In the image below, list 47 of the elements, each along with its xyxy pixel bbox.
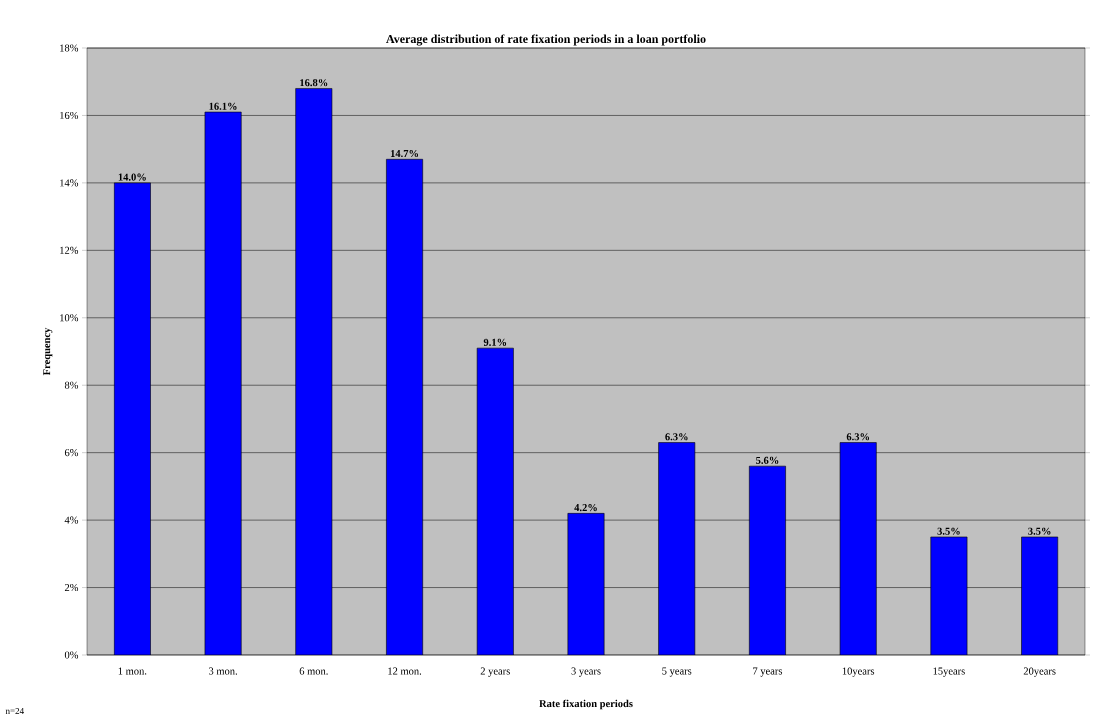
bar — [839, 442, 877, 655]
data-label: 3.5% — [937, 527, 960, 535]
y-tick-label: 6% — [64, 449, 79, 457]
x-tick-label: 3 mon. — [209, 667, 237, 675]
x-tick-label: 3 years — [571, 667, 601, 677]
bar — [386, 158, 423, 655]
data-label: 16.8% — [300, 79, 328, 87]
x-tick-label: 1 mon. — [118, 667, 147, 675]
bar — [204, 111, 242, 655]
y-tick-label: 14% — [60, 179, 79, 187]
x-tick-label: 2 years — [480, 667, 510, 677]
x-tick-label: 20years — [1023, 667, 1056, 677]
bar — [749, 465, 786, 655]
bar — [658, 442, 696, 655]
data-label: 16.1% — [209, 102, 237, 110]
data-label: 5.6% — [756, 456, 779, 464]
y-axis-title: Frequency — [43, 327, 53, 376]
x-tick-label: 6 mon. — [299, 667, 328, 675]
bar — [930, 536, 968, 655]
bar — [476, 347, 514, 655]
x-tick-label: 7 years — [753, 667, 783, 677]
y-tick-label: 12% — [60, 246, 79, 254]
y-tick-label: 16% — [60, 111, 79, 119]
x-tick-label: 15years — [933, 667, 965, 677]
text: n=24 — [5, 708, 24, 714]
chart-title: Average distribution of rate fixation periods in a loan portfolio — [386, 34, 706, 46]
x-tick-label: 12 mon. — [388, 667, 422, 675]
y-tick-label: 0% — [64, 651, 79, 659]
data-label: 4.2% — [574, 504, 597, 512]
bar — [1021, 536, 1059, 655]
data-label: 3.5% — [1028, 527, 1051, 535]
bar — [295, 88, 333, 655]
y-tick-label: 18% — [60, 44, 79, 52]
x-tick-label: 5 years — [662, 667, 692, 677]
data-label: 14.7% — [390, 149, 418, 158]
data-label: 9.1% — [483, 338, 507, 346]
bar — [113, 182, 151, 655]
x-tick-label: 10years — [842, 667, 875, 677]
y-tick-label: 8% — [64, 381, 79, 389]
y-tick-label: 10% — [60, 314, 79, 322]
x-axis-title: Rate fixation periods — [539, 699, 633, 710]
y-tick-label: 2% — [64, 584, 79, 592]
data-label: 6.3% — [846, 433, 870, 441]
data-label: 6.3% — [665, 433, 688, 441]
bar — [567, 513, 605, 655]
y-tick-label: 4% — [64, 516, 79, 524]
data-label: 14.0% — [118, 173, 146, 181]
